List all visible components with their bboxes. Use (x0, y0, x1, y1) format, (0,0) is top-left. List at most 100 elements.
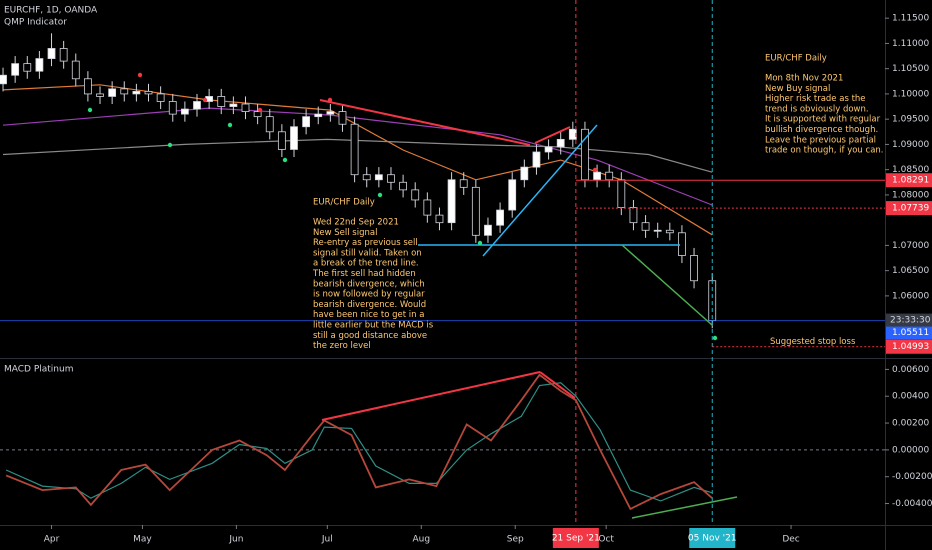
sell-dot (257, 107, 263, 113)
y-tick-label: 0.00600 (892, 365, 929, 375)
time-label-box (552, 528, 599, 548)
y-tick-label: 1.10000 (892, 89, 929, 99)
candle-body (108, 88, 117, 97)
price-label: 1.07739 (892, 204, 929, 214)
candle-body (350, 123, 359, 176)
annotation-line: The first sell had hidden (312, 269, 416, 279)
macd-line (5, 373, 713, 511)
buy-dot (712, 335, 718, 341)
x-tick-label: Jun (228, 535, 243, 545)
y-tick-label: 1.08500 (892, 165, 929, 175)
divergence-line (321, 371, 541, 421)
buy-dot (377, 192, 383, 198)
x-tick-label: Apr (44, 535, 60, 545)
annotation-line: It is supported with regular (765, 115, 881, 125)
sell-dot (327, 97, 333, 103)
annotation-line: bearish divergence, which (313, 279, 425, 289)
candle-body (653, 229, 662, 232)
buy-dot (282, 157, 288, 163)
candle-body (326, 111, 335, 115)
candle-body (156, 93, 165, 102)
annotation-line: New Sell signal (313, 228, 377, 238)
candle-body (132, 90, 141, 95)
candle-body (0, 74, 7, 85)
candle-body (96, 93, 104, 97)
x-tick-label: Dec (782, 535, 799, 545)
x-tick-label: May (133, 535, 152, 545)
candle-body (641, 222, 650, 231)
annotation-line: have been nice to get in a (313, 310, 424, 320)
candle-body (314, 113, 323, 118)
candle-body (229, 103, 238, 107)
sell-dot (202, 97, 208, 103)
annotation-line: little earlier but the MACD is (313, 321, 434, 331)
indicator-name: QMP Indicator (4, 18, 67, 28)
candle-body (435, 214, 444, 224)
candle-body (387, 174, 395, 183)
price-label: 1.05511 (892, 328, 929, 338)
y-tick-label: 1.09000 (892, 140, 929, 150)
y-tick-label: 1.08000 (892, 190, 929, 200)
candle-body (144, 90, 153, 95)
countdown-box (886, 313, 932, 327)
candle-body (544, 146, 553, 153)
candle-body (217, 96, 226, 107)
x-tick-label: Aug (412, 535, 430, 545)
candle-body (605, 171, 614, 181)
price-label-box (886, 173, 932, 188)
y-tick-label: -0.00400 (892, 499, 932, 509)
candle-body (253, 111, 262, 118)
candle-body (411, 189, 420, 201)
annotation-line: bearish divergence. Would (313, 300, 426, 310)
sell-dot (137, 72, 143, 78)
candle-body (71, 60, 80, 80)
annotation-line: the zero level (313, 341, 371, 351)
price-label-box (886, 325, 932, 340)
annotation-line: New Buy signal (765, 84, 830, 94)
candle-body (459, 179, 468, 188)
annotation-line: Higher risk trade as the (765, 94, 866, 104)
candle-body (484, 224, 492, 236)
candle-body (290, 126, 298, 150)
candle-body (23, 63, 32, 72)
price-label-box (886, 201, 932, 216)
trend-line (621, 244, 713, 326)
candle-body (556, 138, 565, 148)
candle-body (665, 229, 674, 234)
price-label: 1.08291 (892, 176, 929, 186)
x-tick-label: Oct (598, 535, 614, 545)
candle-body (690, 255, 698, 282)
annotation-line: trend is obviously down. (765, 104, 869, 114)
candle-body (593, 171, 601, 181)
candle-body (47, 48, 56, 59)
buy-dot (87, 107, 93, 113)
annotation-line: signal still valid. Taken on (313, 248, 422, 258)
y-tick-label: 1.06000 (892, 291, 929, 301)
annotation-line: still a good distance above (313, 331, 427, 341)
candle-body (302, 116, 311, 128)
y-tick-label: 0.00400 (892, 392, 929, 402)
candle-body (471, 186, 480, 236)
sell-dot (592, 167, 598, 173)
candle-body (180, 108, 189, 115)
candle-body (617, 179, 626, 208)
candle-body (338, 111, 347, 125)
time-label: 21 Sep '21 (552, 534, 600, 544)
y-tick-label: 0.00200 (892, 419, 929, 429)
trend-line (482, 124, 598, 257)
buy-dot (167, 142, 173, 148)
candle-body (568, 128, 577, 140)
signal-dots (87, 72, 718, 341)
buy-dot (227, 122, 233, 128)
trend-line (534, 126, 571, 144)
candle-body (496, 209, 504, 226)
candle-body (678, 232, 686, 256)
trend-line (319, 99, 531, 146)
chart-title: EURCHF, 1D, OANDA (4, 6, 98, 16)
candle-body (447, 179, 456, 224)
candle-body (508, 179, 517, 211)
candle-body (265, 116, 274, 133)
candle-body (423, 199, 432, 216)
